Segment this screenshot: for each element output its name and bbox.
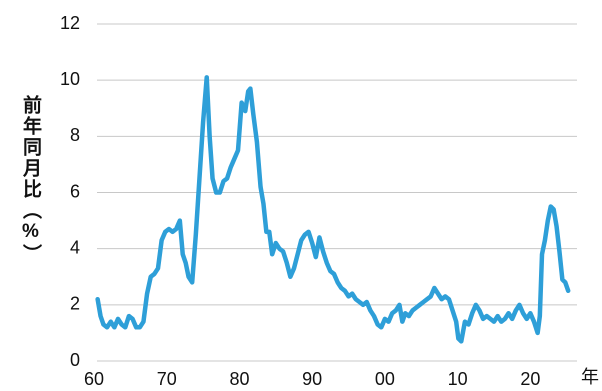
y-axis-label: 前年同月比（%） — [20, 94, 43, 265]
x-tick-label: 60 — [84, 369, 104, 389]
y-tick-label: 2 — [70, 294, 80, 314]
x-axis-label: 年 — [581, 367, 599, 387]
x-tick-label: 90 — [302, 369, 322, 389]
x-tick-label: 00 — [375, 369, 395, 389]
y-tick-label: 0 — [70, 350, 80, 370]
x-tick-label: 20 — [520, 369, 540, 389]
y-tick-label: 8 — [70, 125, 80, 145]
x-tick-label: 80 — [229, 369, 249, 389]
y-tick-label: 6 — [70, 181, 80, 201]
y-tick-label: 10 — [60, 69, 80, 89]
line-series — [95, 75, 571, 344]
y-tick-label: 12 — [60, 13, 80, 33]
y-tick-label: 4 — [70, 237, 80, 257]
x-tick-label: 70 — [157, 369, 177, 389]
x-tick-label: 10 — [448, 369, 468, 389]
